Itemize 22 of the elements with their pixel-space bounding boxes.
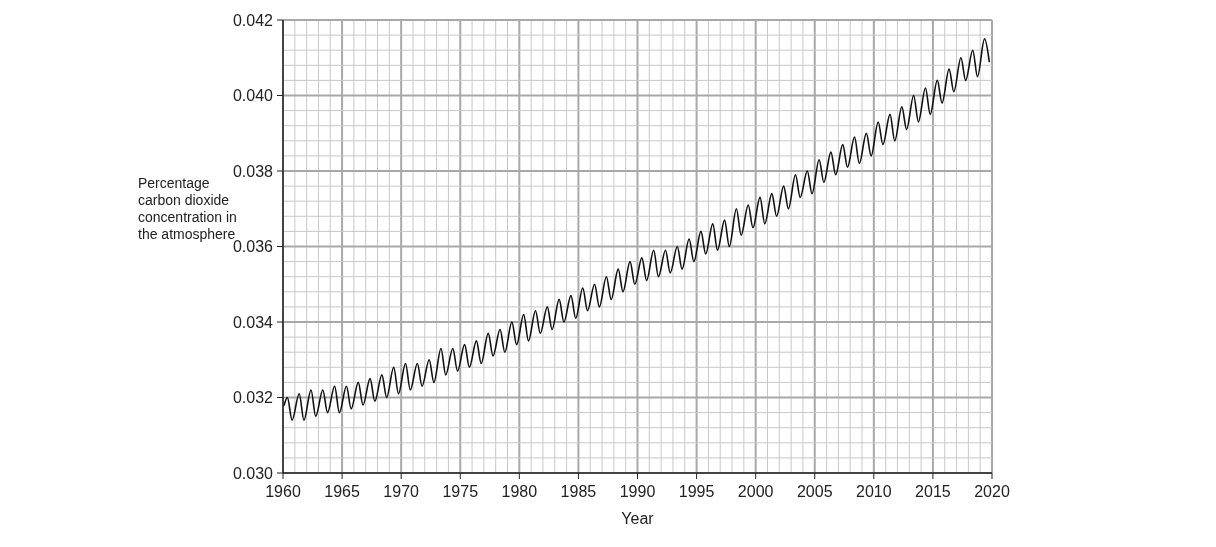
y-tick-label: 0.034: [232, 313, 274, 331]
x-tick-label: 1970: [383, 483, 420, 500]
x-tick-label: 1990: [619, 483, 656, 500]
y-tick-label: 0.036: [232, 238, 274, 255]
x-tick-label: 1960: [265, 483, 301, 500]
x-tick-label: 2020: [974, 483, 1010, 500]
y-tick-label: 0.032: [232, 389, 274, 406]
x-tick-label: 1965: [324, 483, 360, 500]
x-tick-label: 2005: [796, 483, 833, 500]
x-tick-label: 1975: [442, 483, 479, 500]
x-axis-title: Year: [621, 510, 655, 527]
x-tick-label: 2010: [856, 483, 892, 500]
x-tick-label: 1980: [501, 483, 538, 500]
y-tick-label: 0.040: [232, 87, 274, 104]
x-tick-label: 2000: [737, 483, 774, 500]
x-tick-label: 2015: [915, 483, 951, 500]
y-tick-label: 0.042: [232, 11, 274, 29]
y-tick-label: 0.038: [232, 162, 274, 180]
x-tick-label: 1995: [678, 483, 715, 500]
y-tick-label: 0.030: [232, 464, 274, 482]
x-tick-label: 1985: [560, 483, 597, 500]
line-series: [283, 38, 991, 421]
